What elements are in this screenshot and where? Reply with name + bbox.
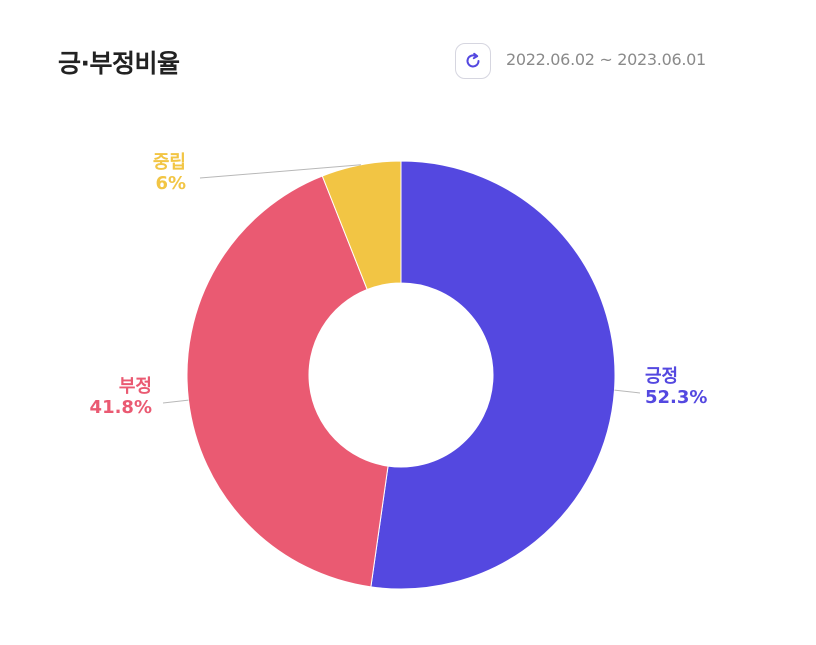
slice-label-2: 중립	[153, 152, 186, 173]
slice-0[interactable]	[370, 160, 616, 590]
slice-value-2: 6%	[155, 173, 186, 194]
leader-line-0	[614, 389, 641, 394]
slice-value-0: 52.3%	[645, 387, 707, 408]
slice-label-1: 부정	[119, 376, 152, 397]
date-range: 2022.06.02 ~ 2023.06.01	[506, 50, 706, 69]
slice-1[interactable]	[186, 175, 389, 588]
slice-value-1: 41.8%	[90, 397, 152, 418]
leader-line-1	[162, 399, 189, 404]
leader-line-2	[199, 164, 361, 179]
refresh-button[interactable]	[455, 43, 491, 79]
chart-title: 긍·부정비율	[58, 49, 180, 78]
slice-label-0: 긍정	[645, 366, 678, 387]
refresh-icon	[466, 52, 480, 68]
slice-2[interactable]	[321, 160, 402, 291]
